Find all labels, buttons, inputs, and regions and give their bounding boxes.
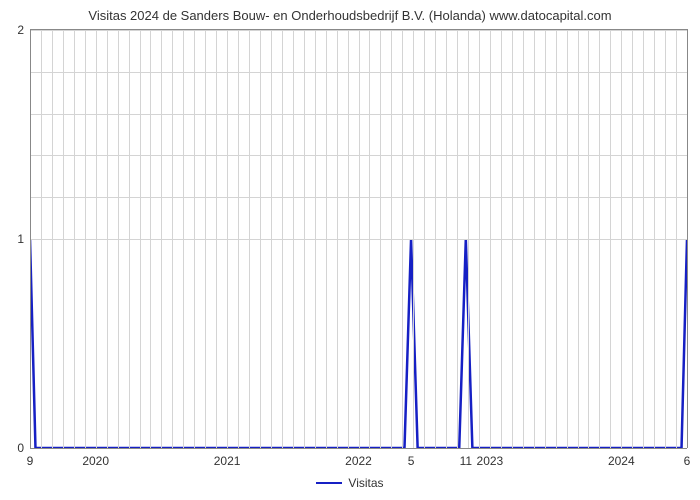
v-gridline: [468, 30, 469, 448]
v-gridline: [534, 30, 535, 448]
legend-label: Visitas: [348, 476, 383, 490]
y-tick-label: 1: [17, 232, 30, 246]
v-gridline: [578, 30, 579, 448]
v-gridline: [556, 30, 557, 448]
v-gridline: [271, 30, 272, 448]
v-gridline: [402, 30, 403, 448]
v-gridline: [85, 30, 86, 448]
v-gridline: [326, 30, 327, 448]
x-tick-label: 2020: [82, 448, 109, 468]
v-gridline: [194, 30, 195, 448]
v-gridline: [238, 30, 239, 448]
v-gridline: [501, 30, 502, 448]
v-gridline: [150, 30, 151, 448]
x-tick-label: 2021: [214, 448, 241, 468]
v-gridline: [293, 30, 294, 448]
v-gridline: [337, 30, 338, 448]
y-axis-line: [30, 30, 31, 448]
v-gridline: [654, 30, 655, 448]
v-gridline: [545, 30, 546, 448]
v-gridline: [523, 30, 524, 448]
v-gridline: [140, 30, 141, 448]
v-gridline: [446, 30, 447, 448]
v-gridline: [63, 30, 64, 448]
v-gridline: [161, 30, 162, 448]
data-point-label: 9: [27, 448, 34, 468]
v-gridline: [413, 30, 414, 448]
legend-swatch: [316, 482, 342, 484]
plot-region: 0122020202120222023202495116: [30, 29, 688, 448]
v-gridline: [205, 30, 206, 448]
v-gridline: [304, 30, 305, 448]
v-gridline: [369, 30, 370, 448]
v-gridline: [227, 30, 228, 448]
data-point-label: 11: [460, 448, 472, 468]
v-gridline: [588, 30, 589, 448]
v-gridline: [107, 30, 108, 448]
v-gridline: [599, 30, 600, 448]
v-gridline: [216, 30, 217, 448]
v-gridline: [610, 30, 611, 448]
v-gridline: [435, 30, 436, 448]
v-gridline: [512, 30, 513, 448]
v-gridline: [490, 30, 491, 448]
x-tick-label: 2022: [345, 448, 372, 468]
data-point-label: 6: [684, 448, 691, 468]
v-gridline: [621, 30, 622, 448]
v-gridline: [118, 30, 119, 448]
v-gridline: [676, 30, 677, 448]
v-gridline: [457, 30, 458, 448]
chart-title: Visitas 2024 de Sanders Bouw- en Onderho…: [0, 0, 700, 29]
v-gridline: [282, 30, 283, 448]
v-gridline: [96, 30, 97, 448]
v-gridline: [391, 30, 392, 448]
v-gridline: [74, 30, 75, 448]
v-gridline: [249, 30, 250, 448]
v-gridline: [348, 30, 349, 448]
v-gridline: [315, 30, 316, 448]
v-gridline: [424, 30, 425, 448]
chart-area: 0122020202120222023202495116: [0, 29, 700, 448]
v-gridline: [41, 30, 42, 448]
x-tick-label: 2024: [608, 448, 635, 468]
v-gridline: [359, 30, 360, 448]
v-gridline: [380, 30, 381, 448]
v-gridline: [52, 30, 53, 448]
y-tick-label: 2: [17, 23, 30, 37]
v-gridline: [479, 30, 480, 448]
v-gridline: [643, 30, 644, 448]
v-gridline: [172, 30, 173, 448]
data-point-label: 5: [408, 448, 415, 468]
x-tick-label: 2023: [477, 448, 504, 468]
v-gridline: [567, 30, 568, 448]
v-gridline: [632, 30, 633, 448]
v-gridline: [129, 30, 130, 448]
v-gridline: [260, 30, 261, 448]
v-gridline: [183, 30, 184, 448]
v-gridline: [665, 30, 666, 448]
